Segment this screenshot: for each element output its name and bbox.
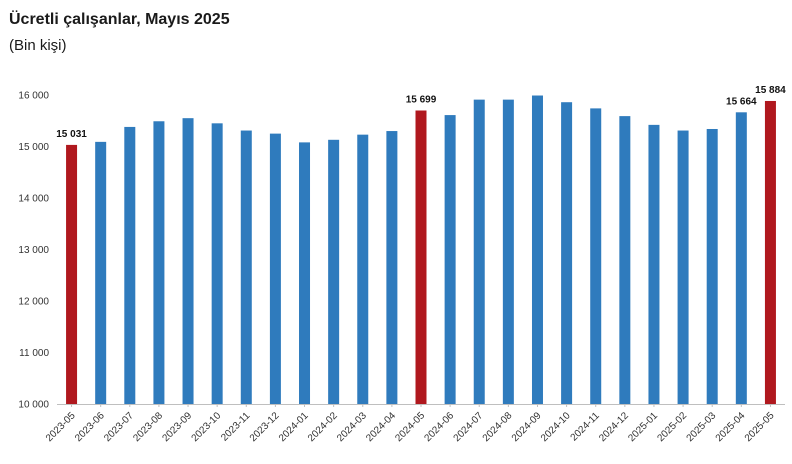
x-tick-label: 2024-09 (510, 410, 544, 444)
x-tick-label: 2025-02 (655, 410, 689, 444)
y-tick-label: 16 000 (18, 91, 49, 102)
bar-2025-03 (706, 128, 718, 405)
bar-2024-10 (561, 102, 573, 405)
x-tick-label: 2025-04 (714, 410, 748, 444)
bar-2024-06 (444, 115, 456, 405)
y-tick-label: 13 000 (18, 245, 49, 256)
bar-2024-03 (357, 134, 369, 404)
bar-2024-09 (531, 95, 543, 404)
data-label-2024-05: 15 699 (406, 95, 437, 106)
data-label-2025-04: 15 664 (726, 96, 757, 107)
data-label-2025-05: 15 884 (755, 85, 786, 96)
x-tick-label: 2024-12 (597, 410, 631, 444)
bar-2023-08 (153, 121, 165, 404)
bar-series (66, 95, 776, 405)
bar-2023-07 (124, 126, 136, 405)
chart-title: Ücretli çalışanlar, Mayıs 2025 (9, 11, 230, 28)
bar-2024-05 (415, 110, 427, 405)
y-tick-label: 15 000 (18, 142, 49, 153)
bar-2024-12 (619, 116, 631, 405)
bar-2023-05 (66, 144, 78, 404)
x-tick-label: 2024-04 (364, 410, 398, 444)
bar-2023-06 (95, 141, 107, 405)
y-tick-label: 14 000 (18, 194, 49, 205)
bar-2024-11 (590, 108, 602, 404)
bar-2025-05 (764, 100, 776, 404)
data-label-2023-05: 15 031 (56, 129, 87, 140)
x-tick-label: 2023-08 (131, 410, 165, 444)
bar-2024-08 (502, 99, 514, 404)
x-tick-label: 2023-11 (219, 410, 253, 444)
x-tick-label: 2023-10 (190, 410, 224, 444)
x-tick-label: 2023-05 (44, 410, 78, 444)
x-axis-ticks: 2023-052023-062023-072023-082023-092023-… (44, 404, 777, 444)
x-tick-label: 2025-01 (626, 410, 660, 444)
bar-2024-07 (473, 99, 485, 404)
x-tick-label: 2025-03 (685, 410, 719, 444)
x-tick-label: 2023-07 (102, 410, 136, 444)
x-tick-label: 2023-06 (73, 410, 107, 444)
chart-subtitle: (Bin kişi) (9, 37, 67, 54)
bar-2025-04 (735, 112, 747, 404)
x-tick-label: 2024-01 (277, 410, 311, 444)
y-tick-label: 11 000 (19, 348, 49, 359)
x-tick-label: 2025-05 (743, 410, 777, 444)
x-tick-label: 2024-10 (539, 410, 573, 444)
bar-2024-01 (299, 142, 311, 404)
bar-2025-02 (677, 130, 689, 404)
bar-2023-12 (269, 133, 281, 404)
bar-2023-09 (182, 118, 194, 405)
x-tick-label: 2024-11 (569, 410, 603, 444)
y-tick-label: 12 000 (18, 297, 49, 308)
y-axis-ticks: 10 000 11 000 12 000 13 000 14 000 15 000 16 0… (18, 91, 49, 411)
x-tick-label: 2023-09 (160, 410, 194, 444)
x-tick-label: 2024-02 (306, 410, 340, 444)
x-tick-label: 2023-12 (248, 410, 282, 444)
x-tick-label: 2024-06 (423, 410, 457, 444)
bar-2023-10 (211, 123, 223, 404)
x-tick-label: 2024-03 (335, 410, 369, 444)
bar-2024-04 (386, 131, 398, 405)
bar-2024-02 (328, 139, 340, 404)
x-tick-label: 2024-08 (481, 410, 515, 444)
y-tick-label: 10 000 (18, 400, 49, 411)
bar-2023-11 (240, 130, 252, 404)
x-tick-label: 2024-05 (393, 410, 427, 444)
x-tick-label: 2024-07 (452, 410, 486, 444)
bar-2025-01 (648, 124, 660, 405)
